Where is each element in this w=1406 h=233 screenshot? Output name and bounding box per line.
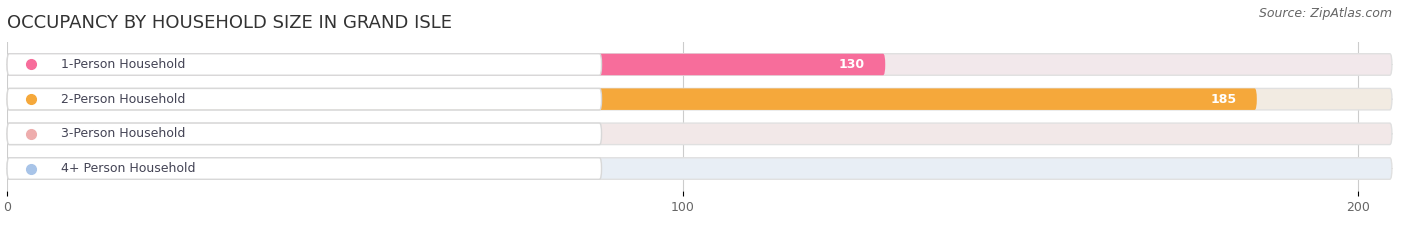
FancyBboxPatch shape xyxy=(7,158,1392,179)
Text: 185: 185 xyxy=(1211,93,1236,106)
FancyBboxPatch shape xyxy=(7,54,886,75)
FancyBboxPatch shape xyxy=(7,54,602,75)
FancyBboxPatch shape xyxy=(7,123,433,145)
FancyBboxPatch shape xyxy=(7,158,291,179)
FancyBboxPatch shape xyxy=(7,88,602,110)
FancyBboxPatch shape xyxy=(7,123,602,145)
FancyBboxPatch shape xyxy=(7,88,1257,110)
FancyBboxPatch shape xyxy=(7,88,1392,110)
FancyBboxPatch shape xyxy=(7,123,1392,145)
Text: 3-Person Household: 3-Person Household xyxy=(60,127,186,140)
Text: Source: ZipAtlas.com: Source: ZipAtlas.com xyxy=(1258,7,1392,20)
Text: 1-Person Household: 1-Person Household xyxy=(60,58,186,71)
Text: 63: 63 xyxy=(395,127,412,140)
Text: OCCUPANCY BY HOUSEHOLD SIZE IN GRAND ISLE: OCCUPANCY BY HOUSEHOLD SIZE IN GRAND ISL… xyxy=(7,14,453,32)
Text: 4+ Person Household: 4+ Person Household xyxy=(60,162,195,175)
Text: 2-Person Household: 2-Person Household xyxy=(60,93,186,106)
Text: 130: 130 xyxy=(839,58,865,71)
FancyBboxPatch shape xyxy=(7,54,1392,75)
Text: 42: 42 xyxy=(253,162,270,175)
FancyBboxPatch shape xyxy=(7,158,602,179)
